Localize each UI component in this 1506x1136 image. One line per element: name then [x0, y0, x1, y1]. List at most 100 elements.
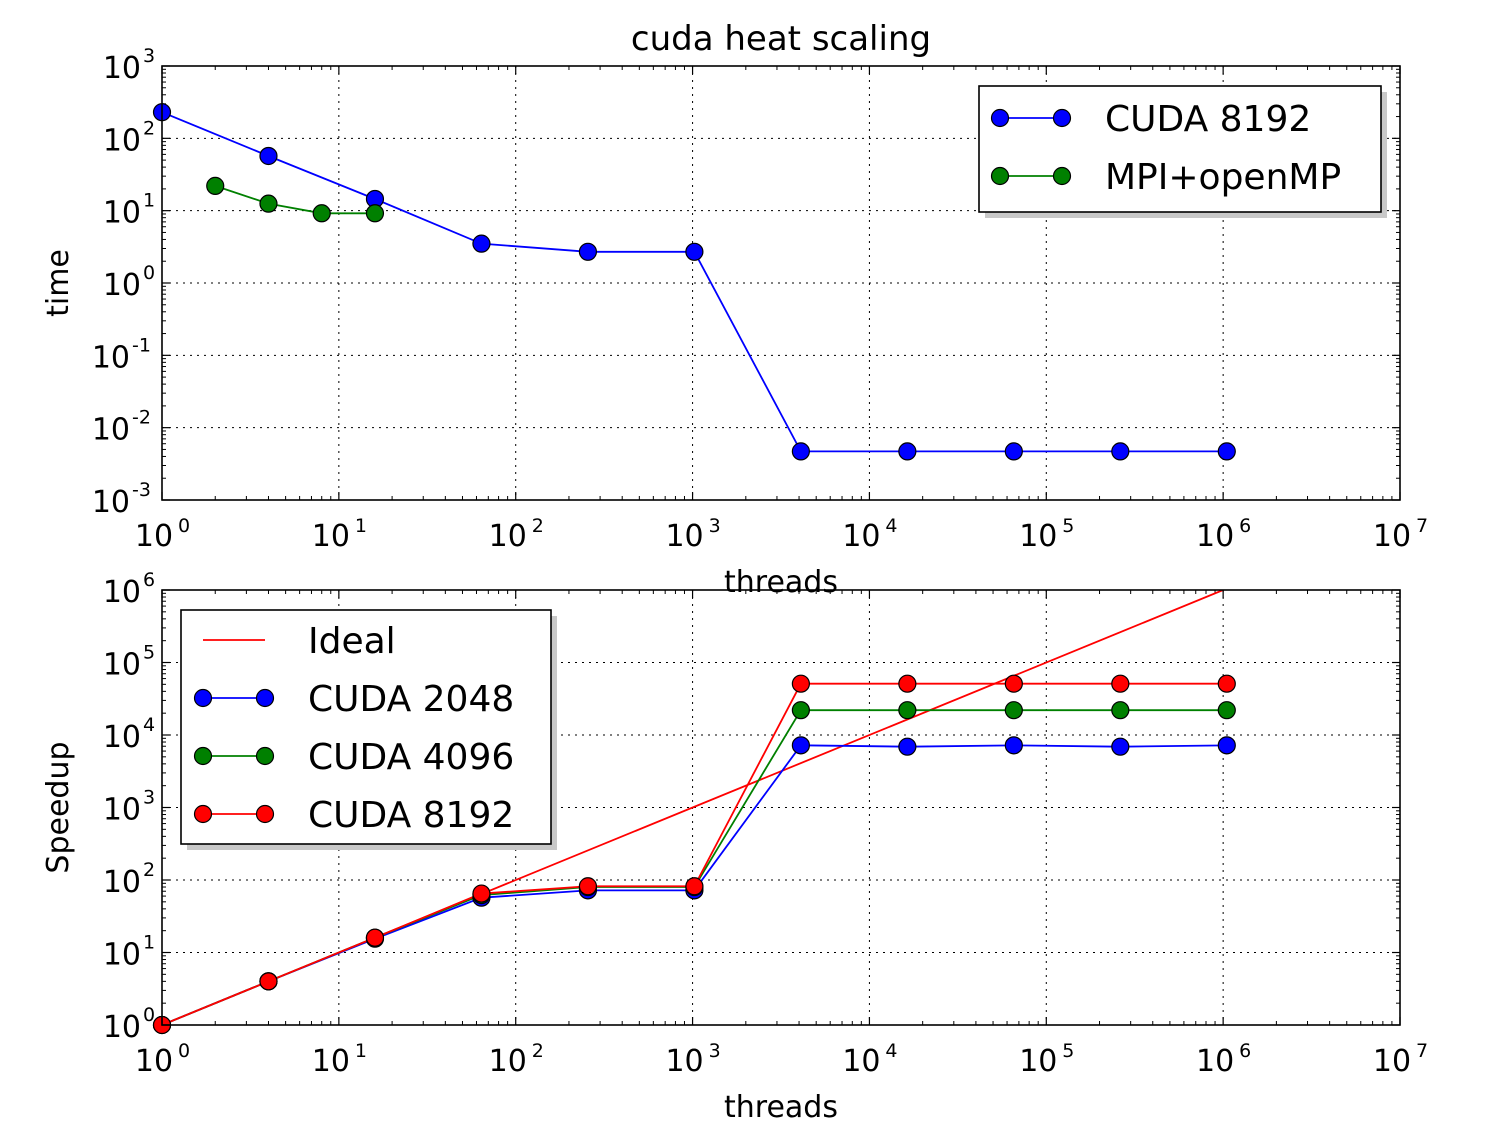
x-tick-label: 10 [312, 1044, 350, 1079]
x-tick-label: 10 [1196, 1044, 1234, 1079]
x-tick-exponent: 4 [885, 1040, 897, 1062]
data-point-cuda-8192 [791, 674, 810, 693]
data-point-cuda-8192 [472, 234, 491, 253]
data-point-mpi-openmp [312, 204, 331, 223]
x-tick-label: 10 [1196, 519, 1234, 554]
data-point-cuda-8192 [472, 884, 491, 903]
data-point-cuda-2048 [1004, 736, 1023, 755]
y-tick-label: 10 [103, 575, 141, 610]
y-tick-exponent: -2 [132, 407, 151, 429]
y-tick-label: 10 [92, 413, 130, 448]
data-point-cuda-2048 [791, 736, 810, 755]
y-tick-exponent: 4 [143, 714, 155, 736]
data-point-cuda-8192 [1217, 442, 1236, 461]
y-tick-exponent: 2 [143, 117, 155, 139]
y-axis-label: time [41, 249, 76, 317]
y-tick-label: 10 [92, 340, 130, 375]
y-tick-exponent: -1 [132, 334, 151, 356]
legend-swatch-marker [990, 166, 1010, 186]
chart-2: 10 0 10 1 10 2 10 3 10 4 10 5 10 6 10 710 010 110 210 310 41… [41, 569, 1428, 1125]
legend-entry-ideal: Ideal [203, 621, 396, 662]
y-tick-label: 10 [103, 196, 141, 231]
x-tick-exponent: 5 [1062, 1040, 1074, 1062]
x-tick-label: 10 [135, 519, 173, 554]
x-tick-exponent: 6 [1239, 515, 1251, 537]
x-tick-label: 10 [489, 1044, 527, 1079]
y-tick-label: 10 [103, 648, 141, 683]
x-tick-label: 10 [665, 1044, 703, 1079]
y-tick-exponent: 5 [143, 642, 155, 664]
legend-swatch-marker [193, 746, 213, 766]
x-tick-exponent: 0 [178, 515, 190, 537]
legend-entry-cuda-4096: CUDA 4096 [193, 737, 514, 778]
data-point-cuda-8192 [1111, 442, 1130, 461]
legend-entry-cuda-8192: CUDA 8192 [990, 99, 1311, 140]
legend-label: CUDA 2048 [308, 679, 514, 720]
x-tick-labels: 10 0 10 1 10 2 10 3 10 4 10 5 10 6 10 7 [135, 590, 1428, 1079]
y-tick-exponent: 3 [143, 45, 155, 67]
x-tick-exponent: 6 [1239, 1040, 1251, 1062]
markers [152, 103, 1236, 461]
legend-swatch-marker [255, 688, 275, 708]
y-tick-label: 10 [103, 1010, 141, 1045]
legend-label: MPI+openMP [1105, 157, 1341, 198]
data-point-cuda-8192 [365, 928, 385, 947]
y-tick-exponent: -3 [132, 479, 151, 501]
data-point-mpi-openmp [259, 194, 278, 213]
x-axis-label: threads [724, 565, 838, 600]
x-tick-label: 10 [1019, 1044, 1057, 1079]
data-point-cuda-8192 [685, 242, 704, 261]
x-tick-exponent: 0 [178, 1040, 190, 1062]
legend: CUDA 8192 MPI+openMP [978, 85, 1387, 218]
legend-entry-cuda-8192: CUDA 8192 [193, 795, 514, 836]
y-tick-exponent: 6 [143, 569, 155, 591]
y-tick-exponent: 1 [143, 190, 155, 212]
data-point-cuda-8192 [259, 972, 278, 991]
x-tick-label: 10 [489, 519, 527, 554]
y-tick-exponent: 0 [143, 1004, 155, 1026]
x-tick-exponent: 2 [532, 1040, 544, 1062]
y-axis-label: Speedup [41, 741, 76, 873]
x-tick-exponent: 7 [1416, 515, 1428, 537]
data-point-cuda-8192 [1217, 674, 1236, 693]
y-tick-label: 10 [103, 793, 141, 828]
markers [152, 674, 1236, 1035]
data-point-cuda-4096 [791, 701, 810, 720]
y-tick-exponent: 3 [143, 787, 155, 809]
x-tick-exponent: 2 [532, 515, 544, 537]
data-point-cuda-8192 [898, 674, 917, 693]
legend-label: CUDA 8192 [308, 795, 514, 836]
y-tick-exponent: 0 [143, 262, 155, 284]
x-tick-exponent: 3 [709, 515, 721, 537]
x-tick-labels: 10 0 10 1 10 2 10 3 10 4 10 5 10 6 10 7 [135, 66, 1428, 554]
y-tick-label: 10 [103, 268, 141, 303]
x-tick-exponent: 1 [355, 515, 367, 537]
x-tick-label: 10 [1373, 1044, 1411, 1079]
data-point-cuda-2048 [1111, 737, 1130, 756]
y-tick-label: 10 [103, 720, 141, 755]
legend-entry-mpi-openmp: MPI+openMP [990, 157, 1341, 198]
chart-title: cuda heat scaling [631, 19, 931, 59]
x-tick-label: 10 [135, 1044, 173, 1079]
legend-box [978, 85, 1382, 213]
legend-swatch-marker [1052, 108, 1072, 128]
x-tick-label: 10 [665, 519, 703, 554]
x-tick-exponent: 5 [1062, 515, 1074, 537]
series-line-mpi-openmp [214, 185, 375, 215]
legend-swatch-marker [990, 108, 1010, 128]
y-tick-label: 10 [103, 865, 141, 900]
x-tick-label: 10 [1373, 519, 1411, 554]
legend-entry-cuda-2048: CUDA 2048 [193, 679, 514, 720]
x-tick-label: 10 [842, 1044, 880, 1079]
data-point-cuda-8192 [1004, 442, 1023, 461]
data-point-cuda-4096 [1004, 701, 1023, 720]
data-point-cuda-4096 [1217, 701, 1236, 720]
x-tick-exponent: 1 [355, 1040, 367, 1062]
legend-swatch-marker [1052, 166, 1072, 186]
legend-swatch-marker [255, 746, 275, 766]
data-point-cuda-4096 [1111, 701, 1130, 720]
x-tick-exponent: 7 [1416, 1040, 1428, 1062]
